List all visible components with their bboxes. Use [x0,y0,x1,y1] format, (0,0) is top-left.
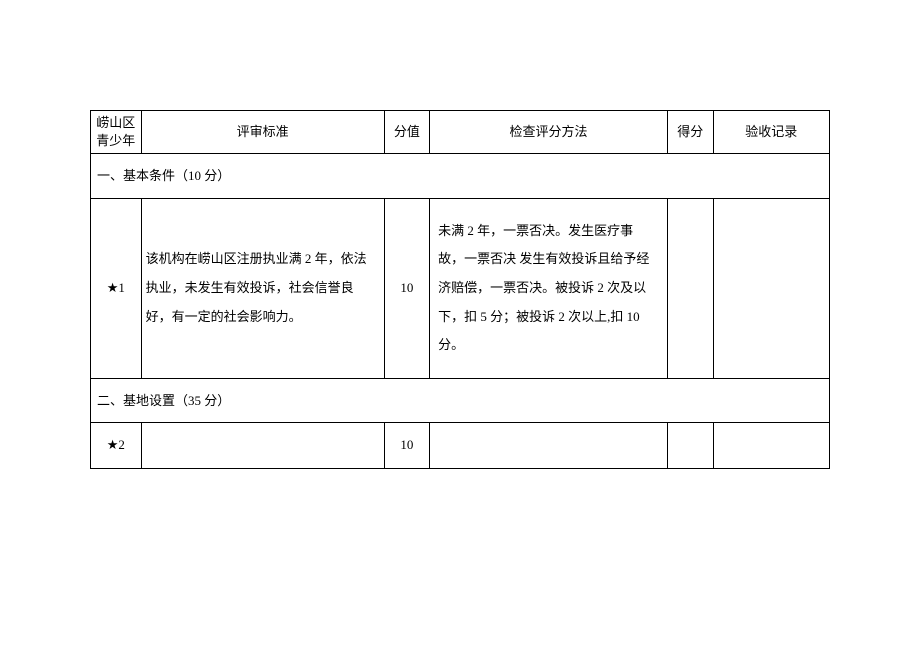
evaluation-table: 崂山区青少年 评审标准 分值 检查评分方法 得分 验收记录 一、基本条件（10 … [90,110,830,469]
header-col6: 验收记录 [713,111,829,154]
header-col4: 检查评分方法 [430,111,668,154]
row-2-grade [668,423,714,469]
section-1-title: 一、基本条件（10 分） [91,154,830,199]
row-2-standard [141,423,384,469]
row-1-standard: 该机构在崂山区注册执业满 2 年，依法执业，未发生有效投诉，社会信誉良好，有一定… [141,198,384,378]
row-1-method: 未满 2 年，一票否决。发生医疗事故，一票否决 发生有效投诉且给予经济赔偿，一票… [430,198,668,378]
header-row: 崂山区青少年 评审标准 分值 检查评分方法 得分 验收记录 [91,111,830,154]
section-2-title: 二、基地设置（35 分） [91,378,830,423]
header-col1: 崂山区青少年 [91,111,142,154]
header-col2: 评审标准 [141,111,384,154]
row-2-index: ★2 [91,423,142,469]
section-2-header: 二、基地设置（35 分） [91,378,830,423]
header-col5: 得分 [668,111,714,154]
row-1-grade [668,198,714,378]
section-1-header: 一、基本条件（10 分） [91,154,830,199]
header-col3: 分值 [384,111,430,154]
row-1-score: 10 [384,198,430,378]
row-1: ★1 该机构在崂山区注册执业满 2 年，依法执业，未发生有效投诉，社会信誉良好，… [91,198,830,378]
row-1-record [713,198,829,378]
row-1-index: ★1 [91,198,142,378]
row-2-score: 10 [384,423,430,469]
row-2: ★2 10 [91,423,830,469]
row-2-record [713,423,829,469]
row-2-method [430,423,668,469]
